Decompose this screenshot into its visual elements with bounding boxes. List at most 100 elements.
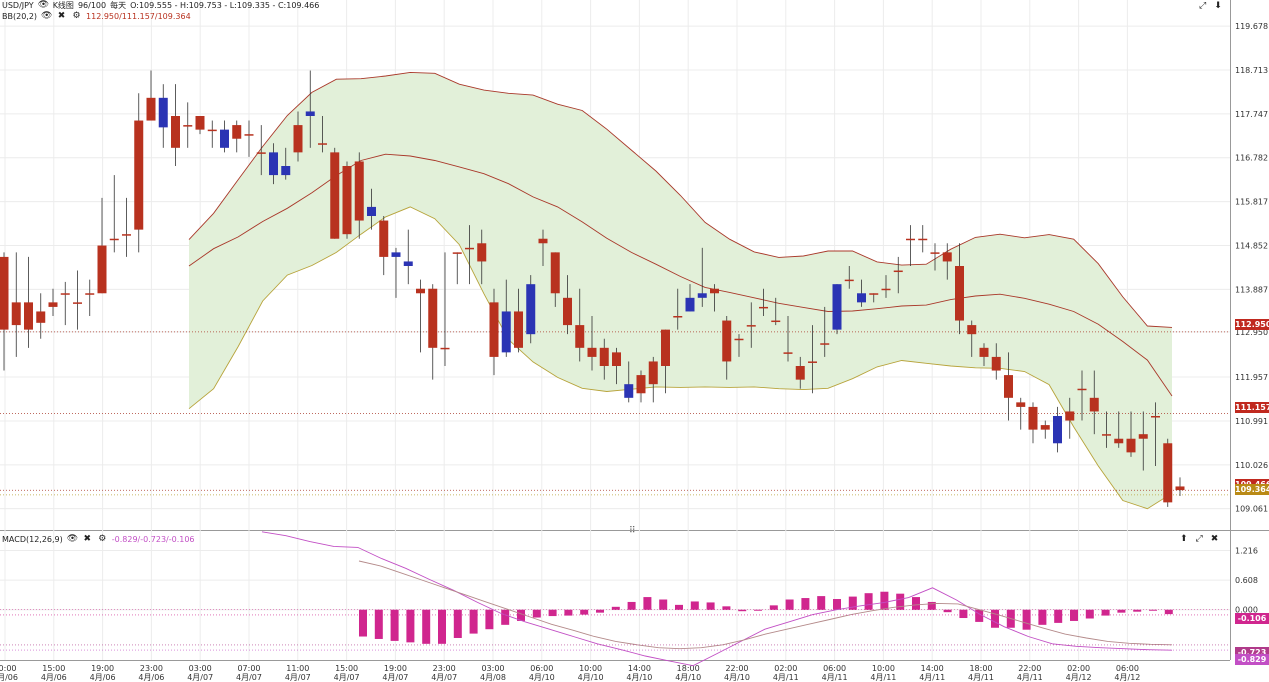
- candle-body[interactable]: [514, 311, 523, 348]
- candle-body[interactable]: [1163, 443, 1173, 503]
- candle-body[interactable]: [1065, 411, 1075, 421]
- candle-body[interactable]: [612, 352, 621, 366]
- candle-body[interactable]: [759, 306, 768, 309]
- candle-body[interactable]: [661, 329, 670, 366]
- candle-body[interactable]: [906, 238, 915, 241]
- candle-body[interactable]: [452, 252, 462, 254]
- symbol-label[interactable]: USD/JPY: [2, 1, 34, 10]
- candle-body[interactable]: [746, 325, 756, 327]
- candle-body[interactable]: [183, 125, 193, 127]
- candle-body[interactable]: [967, 325, 977, 335]
- candle-body[interactable]: [722, 320, 732, 362]
- candle-body[interactable]: [305, 111, 315, 116]
- candle-body[interactable]: [648, 361, 658, 385]
- candle-body[interactable]: [1040, 425, 1050, 430]
- candle-body[interactable]: [367, 206, 376, 216]
- candle-body[interactable]: [930, 252, 940, 254]
- candle-body[interactable]: [293, 125, 303, 153]
- candle-body[interactable]: [599, 347, 609, 366]
- gear-icon[interactable]: ⚙: [72, 11, 81, 21]
- close-icon[interactable]: ✖: [1210, 534, 1219, 544]
- candle-body[interactable]: [1004, 375, 1013, 398]
- candle-body[interactable]: [844, 279, 854, 282]
- candle-body[interactable]: [550, 252, 560, 294]
- candle-body[interactable]: [171, 116, 180, 148]
- download-icon[interactable]: ⬇: [1214, 1, 1222, 11]
- expand-icon[interactable]: ⤢: [1199, 1, 1207, 11]
- candle-body[interactable]: [207, 129, 217, 132]
- eye-icon[interactable]: 👁: [41, 11, 53, 21]
- candle-body[interactable]: [832, 284, 842, 330]
- candle-body[interactable]: [244, 134, 254, 136]
- candle-body[interactable]: [330, 152, 340, 239]
- candle-body[interactable]: [1077, 388, 1087, 391]
- move-up-icon[interactable]: ⬆: [1180, 534, 1188, 544]
- candle-body[interactable]: [403, 261, 413, 266]
- eye-icon[interactable]: 👁: [66, 534, 79, 544]
- candle-body[interactable]: [281, 166, 291, 176]
- candle-body[interactable]: [563, 297, 572, 326]
- candle-body[interactable]: [820, 343, 830, 345]
- candle-body[interactable]: [318, 143, 327, 145]
- candle-body[interactable]: [146, 97, 156, 121]
- candle-body[interactable]: [1028, 406, 1038, 430]
- candle-body[interactable]: [0, 256, 9, 330]
- candle-body[interactable]: [587, 347, 597, 357]
- candle-body[interactable]: [942, 252, 952, 262]
- candle-body[interactable]: [122, 234, 131, 236]
- candle-body[interactable]: [1175, 486, 1185, 491]
- candle-body[interactable]: [893, 270, 903, 273]
- candle-body[interactable]: [48, 302, 58, 307]
- candle-body[interactable]: [1114, 438, 1124, 444]
- candle-body[interactable]: [1053, 416, 1062, 444]
- candle-body[interactable]: [575, 325, 585, 348]
- candle-body[interactable]: [379, 220, 389, 257]
- candle-body[interactable]: [869, 293, 879, 295]
- candle-body[interactable]: [1089, 397, 1099, 412]
- macd-indicator-name[interactable]: MACD(12,26,9): [2, 535, 63, 544]
- candle-body[interactable]: [1102, 434, 1111, 436]
- candle-body[interactable]: [881, 288, 891, 291]
- bb-indicator-name[interactable]: BB(20,2): [2, 12, 38, 21]
- candle-body[interactable]: [158, 97, 168, 128]
- candle-body[interactable]: [73, 302, 82, 304]
- candle-body[interactable]: [342, 166, 352, 235]
- candle-body[interactable]: [955, 266, 964, 321]
- close-icon[interactable]: ✖: [57, 11, 66, 21]
- candle-body[interactable]: [538, 238, 548, 244]
- period-label[interactable]: 每天: [110, 1, 127, 10]
- candle-body[interactable]: [60, 293, 70, 295]
- candle-body[interactable]: [24, 302, 33, 330]
- candle-body[interactable]: [771, 320, 781, 323]
- candle-body[interactable]: [685, 297, 695, 312]
- candle-body[interactable]: [489, 302, 499, 357]
- candle-body[interactable]: [673, 316, 683, 318]
- gear-icon[interactable]: ⚙: [98, 534, 107, 544]
- candle-body[interactable]: [354, 161, 364, 221]
- candle-body[interactable]: [109, 238, 119, 241]
- candle-body[interactable]: [795, 366, 805, 380]
- candle-body[interactable]: [734, 338, 744, 341]
- candle-body[interactable]: [477, 243, 487, 262]
- candle-body[interactable]: [416, 288, 425, 294]
- candle-body[interactable]: [36, 311, 46, 323]
- candle-body[interactable]: [808, 361, 817, 363]
- candle-body[interactable]: [11, 302, 21, 326]
- eye-icon[interactable]: 👁: [37, 0, 50, 10]
- candle-body[interactable]: [636, 375, 646, 394]
- candle-body[interactable]: [1016, 402, 1026, 407]
- candle-body[interactable]: [918, 238, 928, 241]
- candle-body[interactable]: [979, 347, 989, 357]
- candle-body[interactable]: [440, 347, 450, 350]
- candle-body[interactable]: [1138, 434, 1148, 439]
- candle-body[interactable]: [232, 125, 242, 139]
- candle-body[interactable]: [428, 288, 438, 348]
- candle-body[interactable]: [697, 293, 707, 298]
- candle-body[interactable]: [710, 288, 719, 294]
- candle-body[interactable]: [501, 311, 511, 353]
- chart-type-label[interactable]: K线图: [52, 1, 74, 10]
- candle-body[interactable]: [269, 152, 278, 176]
- panel-splitter-handle[interactable]: ⠿: [629, 526, 636, 536]
- candle-body[interactable]: [857, 293, 866, 303]
